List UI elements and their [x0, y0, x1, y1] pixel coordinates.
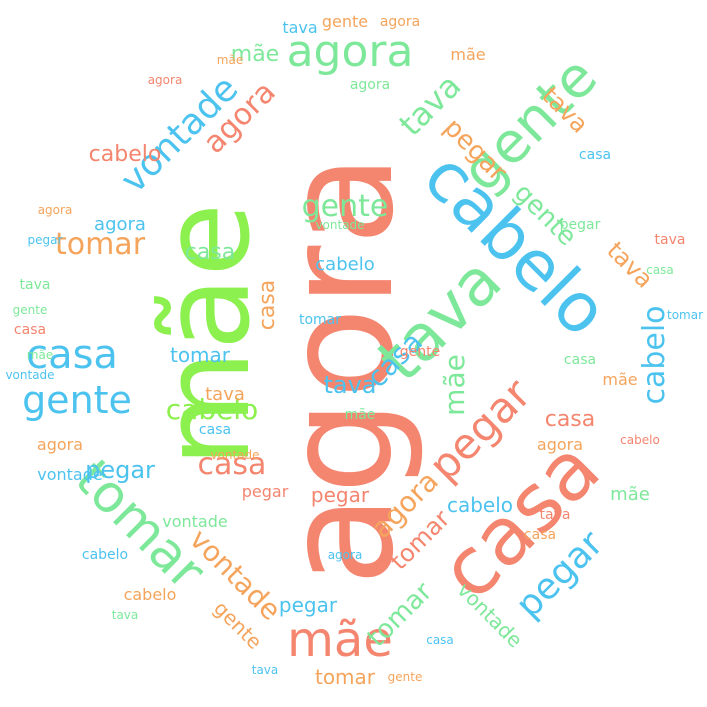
word-cabelo-small-3: cabelo: [123, 585, 177, 604]
word-casa-small-3: casa: [646, 263, 674, 277]
word-tava-center: tava: [323, 371, 377, 399]
word-pegar-lower: pegar: [310, 483, 370, 507]
word-gente-small-3: gente: [12, 303, 48, 317]
word-gente-small-1: gente: [321, 12, 369, 31]
word-vontade-small-3: vontade: [5, 368, 55, 382]
word-casa-top: casa: [184, 240, 236, 265]
word-vontade-small-2: vontade: [162, 512, 228, 531]
word-tava-small-5: tava: [205, 384, 245, 405]
word-casa-vert: casa: [255, 279, 280, 331]
word-gente-center: gente: [301, 189, 389, 224]
word-pegar-small-1: pegar: [559, 217, 601, 233]
word-cabelo-right: cabelo: [637, 305, 672, 405]
word-tava-small-3: tava: [539, 507, 571, 523]
word-mae-small-4: mãe: [344, 407, 376, 423]
word-pegar-lower2: pegar: [278, 593, 338, 617]
word-gente-left: gente: [22, 378, 132, 422]
word-agora-small-7: agora: [37, 203, 73, 217]
word-tava-small-1: tava: [282, 18, 318, 37]
word-vontade-small-4: vontade: [210, 448, 260, 462]
word-casa-right: casa: [544, 407, 596, 432]
word-agora-small-6: agora: [327, 548, 363, 562]
word-casa-left: casa: [26, 332, 118, 378]
word-casa-small-1: casa: [578, 147, 612, 163]
word-mae-top2: mãe: [450, 45, 486, 64]
word-mae-small-2: mãe: [602, 370, 638, 389]
word-cabelo-center: cabelo: [165, 393, 259, 426]
word-agora-small-2: agora: [147, 73, 183, 87]
word-tava-small-7: tava: [19, 277, 51, 293]
word-mae-top: mãe: [230, 42, 280, 67]
word-vontade-small-5: vontade: [315, 218, 365, 232]
word-tomar-center: tomar: [169, 343, 231, 367]
word-tomar-small-1: tomar: [666, 308, 704, 322]
word-tava-small-6: tava: [251, 663, 279, 677]
word-agora-left: agora: [94, 214, 146, 235]
word-cabelo-lower: cabelo: [446, 493, 514, 517]
word-mae-small-3: mãe: [610, 484, 650, 505]
word-casa-center: casa: [197, 447, 267, 482]
word-casa-small-2: casa: [563, 352, 597, 368]
word-agora-small-4: agora: [36, 435, 84, 454]
word-casa-small-6: casa: [523, 527, 557, 543]
word-pegar-small-4: pegar: [27, 233, 63, 247]
word-gente-small-2: gente: [387, 670, 423, 684]
word-mae-small-5: mãe: [26, 348, 54, 362]
word-gente-small-4: gente: [399, 344, 441, 360]
word-tava-small-4: tava: [111, 608, 139, 622]
word-mae-bottom: mãe: [287, 612, 393, 668]
word-cabelo-small-1: cabelo: [88, 142, 162, 167]
word-cabelo-top: cabelo: [315, 254, 375, 275]
word-casa-small-5: casa: [13, 322, 47, 338]
word-pegar-small-2: pegar: [85, 456, 155, 484]
word-cabelo-small-4: cabelo: [620, 433, 660, 447]
word-casa-small-7: casa: [426, 633, 454, 647]
word-tava-small-2: tava: [654, 232, 686, 248]
word-casa-small-4: casa: [198, 422, 232, 438]
word-agora-small-5: agora: [536, 435, 584, 454]
word-tomar-small-2: tomar: [298, 312, 342, 328]
word-agora-small-3: agora: [349, 77, 391, 93]
word-agora-top: agora: [286, 26, 414, 77]
word-tomar-bottom: tomar: [314, 665, 376, 689]
word-agora-small-1: agora: [379, 14, 421, 30]
word-pegar-small-3: pegar: [241, 482, 289, 501]
word-cabelo-small-2: cabelo: [81, 547, 129, 563]
word-tomar-left: tomar: [54, 227, 146, 262]
word-mae-small-1: mãe: [216, 53, 244, 67]
word-vontade-small-1: vontade: [37, 465, 103, 484]
word-mae-mid: mãe: [438, 354, 471, 416]
